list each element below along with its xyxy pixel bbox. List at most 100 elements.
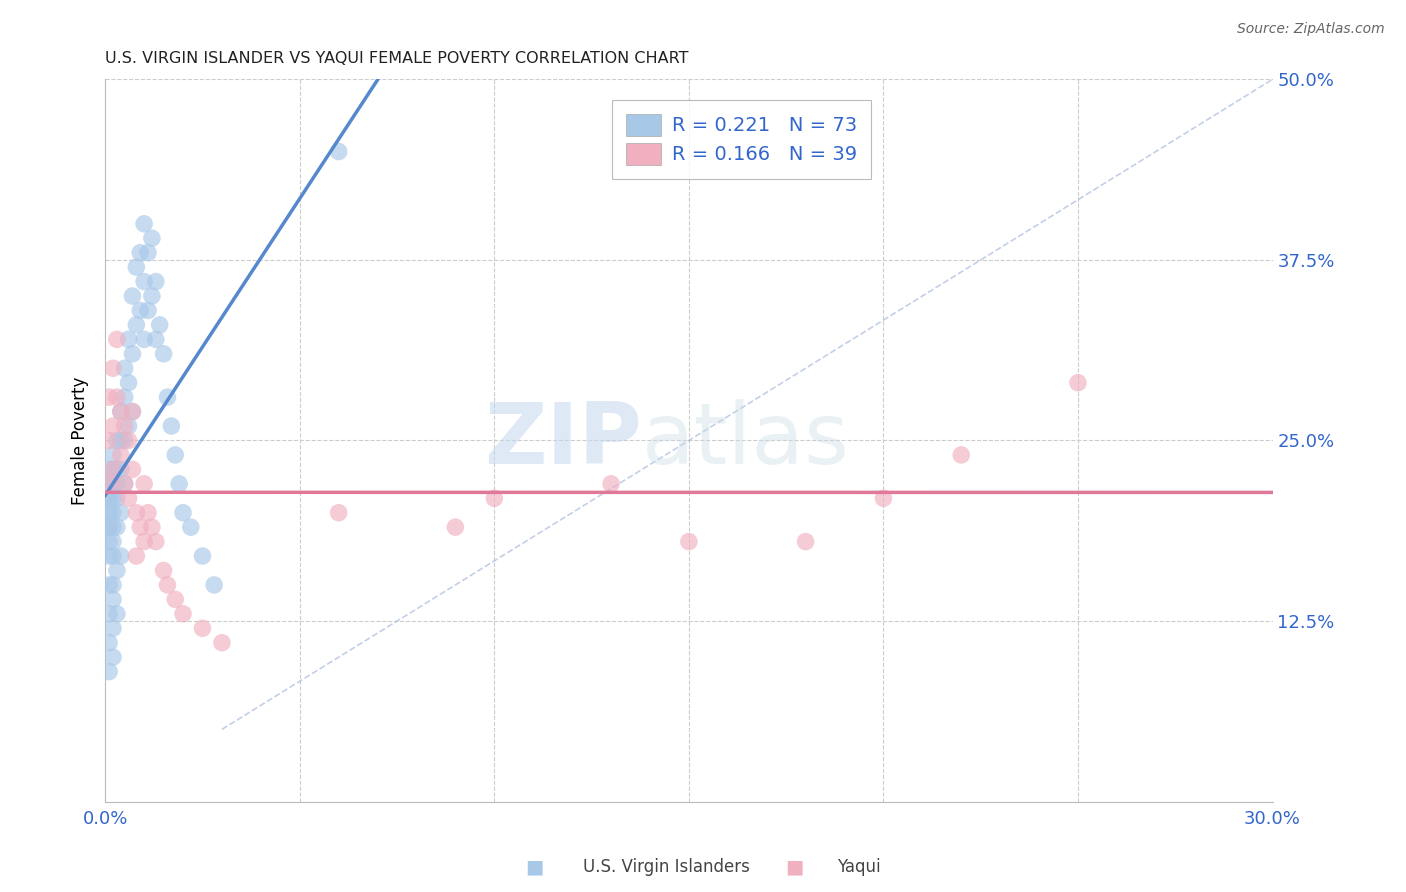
Point — [105, 462, 128, 476]
Point — [444, 520, 467, 534]
Point — [105, 476, 128, 491]
Point — [98, 520, 121, 534]
Point — [141, 520, 163, 534]
Point — [110, 434, 132, 448]
Point — [134, 476, 156, 491]
Point — [105, 491, 128, 506]
Point — [105, 332, 128, 346]
Point — [172, 506, 194, 520]
Point — [134, 534, 156, 549]
Point — [145, 275, 167, 289]
Point — [98, 665, 121, 679]
Point — [156, 578, 179, 592]
Point — [165, 448, 187, 462]
Point — [101, 534, 124, 549]
Legend: R = 0.221   N = 73, R = 0.166   N = 39: R = 0.221 N = 73, R = 0.166 N = 39 — [612, 100, 870, 179]
Point — [121, 404, 143, 418]
Point — [101, 578, 124, 592]
Point — [98, 434, 121, 448]
Point — [678, 534, 700, 549]
Point — [191, 549, 214, 563]
Point — [484, 491, 506, 506]
Point — [160, 419, 183, 434]
Point — [136, 506, 159, 520]
Point — [101, 491, 124, 506]
Point — [98, 491, 121, 506]
Point — [152, 347, 174, 361]
Point — [114, 434, 136, 448]
Text: U.S. VIRGIN ISLANDER VS YAQUI FEMALE POVERTY CORRELATION CHART: U.S. VIRGIN ISLANDER VS YAQUI FEMALE POV… — [105, 51, 689, 66]
Point — [110, 462, 132, 476]
Point — [98, 636, 121, 650]
Point — [125, 506, 148, 520]
Point — [134, 217, 156, 231]
Point — [211, 636, 233, 650]
Point — [794, 534, 817, 549]
Point — [117, 491, 139, 506]
Point — [98, 506, 121, 520]
Point — [117, 332, 139, 346]
Point — [101, 462, 124, 476]
Point — [101, 549, 124, 563]
Point — [98, 578, 121, 592]
Point — [114, 419, 136, 434]
Point — [134, 275, 156, 289]
Point — [121, 347, 143, 361]
Y-axis label: Female Poverty: Female Poverty — [72, 376, 89, 505]
Point — [105, 564, 128, 578]
Text: atlas: atlas — [643, 399, 851, 482]
Text: ZIP: ZIP — [485, 399, 643, 482]
Point — [98, 476, 121, 491]
Point — [101, 419, 124, 434]
Point — [136, 245, 159, 260]
Point — [101, 361, 124, 376]
Text: U.S. Virgin Islanders: U.S. Virgin Islanders — [583, 858, 751, 876]
Point — [156, 390, 179, 404]
Point — [129, 303, 152, 318]
Text: Source: ZipAtlas.com: Source: ZipAtlas.com — [1237, 22, 1385, 37]
Point — [114, 390, 136, 404]
Point — [141, 289, 163, 303]
Point — [117, 419, 139, 434]
Point — [172, 607, 194, 621]
Point — [105, 390, 128, 404]
Point — [950, 448, 973, 462]
Point — [101, 476, 124, 491]
Point — [98, 476, 121, 491]
Point — [98, 549, 121, 563]
Point — [105, 434, 128, 448]
Point — [125, 318, 148, 332]
Point — [145, 534, 167, 549]
Point — [145, 332, 167, 346]
Point — [101, 592, 124, 607]
Point — [101, 506, 124, 520]
Point — [134, 332, 156, 346]
Point — [98, 390, 121, 404]
Point — [101, 621, 124, 635]
Point — [101, 650, 124, 665]
Point — [328, 506, 350, 520]
Point — [125, 260, 148, 274]
Point — [180, 520, 202, 534]
Text: ■: ■ — [785, 857, 804, 877]
Point — [167, 476, 190, 491]
Point — [117, 434, 139, 448]
Point — [141, 231, 163, 245]
Point — [110, 404, 132, 418]
Point — [98, 520, 121, 534]
Point — [110, 404, 132, 418]
Point — [129, 245, 152, 260]
Point — [114, 476, 136, 491]
Point — [165, 592, 187, 607]
Point — [1067, 376, 1090, 390]
Point — [149, 318, 172, 332]
Point — [872, 491, 894, 506]
Point — [98, 462, 121, 476]
Point — [121, 462, 143, 476]
Point — [105, 520, 128, 534]
Text: Yaqui: Yaqui — [837, 858, 880, 876]
Point — [600, 476, 623, 491]
Point — [328, 145, 350, 159]
Point — [101, 520, 124, 534]
Point — [121, 404, 143, 418]
